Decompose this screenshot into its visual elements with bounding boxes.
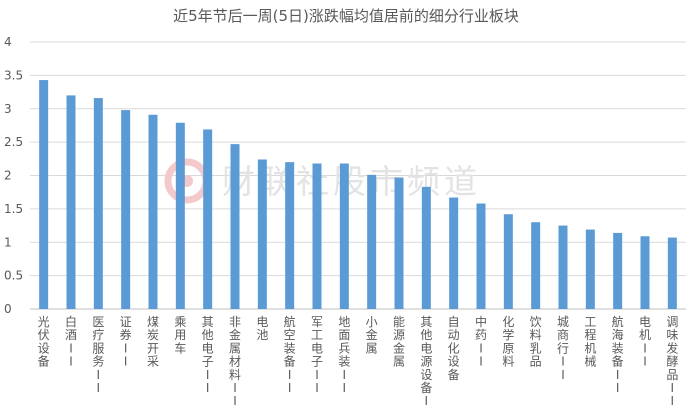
x-tick-label: 中药 I I: [475, 314, 487, 369]
bar: [558, 225, 568, 309]
x-tick-label: 电池: [256, 315, 268, 342]
cls-logo-icon: [164, 158, 210, 204]
y-tick-label: 3.5: [4, 68, 23, 82]
bar: [585, 229, 595, 309]
x-tick-label: 煤炭开采: [147, 315, 159, 369]
bar: [203, 129, 213, 309]
bar: [39, 80, 49, 309]
x-tick-label: 地面兵装 I I: [338, 315, 350, 395]
y-tick-label: 1.5: [4, 202, 23, 216]
bars: [39, 80, 677, 310]
y-axis-ticks: 0 0.5 1 1.5 2 2.5 3 3.5 4: [4, 35, 23, 316]
x-tick-label: 调味发酵品 I I: [666, 315, 678, 408]
y-tick-label: 2: [4, 169, 12, 183]
watermark: 财联社股市频道: [164, 158, 477, 204]
chart-title: 近5年节后一周(5日)涨跌幅均值居前的细分行业板块: [173, 7, 519, 25]
x-tick-label: 电机 I I: [639, 315, 651, 369]
x-tick-label: 自动化设备: [448, 315, 460, 382]
bar: [367, 174, 377, 309]
bar: [339, 163, 349, 309]
gridlines: [30, 41, 686, 310]
x-tick-label: 小金属: [366, 315, 378, 355]
bar: [66, 95, 76, 310]
y-tick-label: 4: [4, 35, 12, 49]
bar: [667, 237, 677, 309]
bar: [476, 203, 486, 309]
x-tick-label: 非金属材料 I I: [229, 315, 241, 408]
bar: [421, 186, 431, 309]
y-tick-label: 3: [4, 102, 12, 116]
bar: [531, 222, 541, 309]
x-tick-label: 饮料乳品: [530, 315, 542, 369]
bar: [121, 110, 131, 310]
y-tick-label: 2.5: [4, 135, 23, 149]
x-tick-label: 航海装备 I I: [612, 314, 624, 395]
x-tick-label: 航空装备 I I: [284, 314, 296, 395]
x-tick-label: 城商行 I I: [557, 315, 569, 382]
x-tick-label: 光伏设备: [38, 315, 50, 369]
x-tick-label: 其他电源设备II: [420, 315, 432, 409]
bar: [175, 122, 185, 309]
bar: [640, 236, 650, 309]
y-tick-label: 0: [4, 302, 12, 316]
x-tick-label: 军工电子 I I: [311, 315, 323, 395]
bar: [257, 159, 267, 309]
x-tick-label: 白酒 I I: [65, 314, 77, 369]
bar: [312, 163, 322, 309]
x-axis-labels: 光伏设备 白酒 I I 医疗服务 I I 证券 I I 煤炭开采 乘用车 其他电子 I I 非金属材料 I I 电池…: [38, 314, 679, 409]
y-tick-label: 1: [4, 235, 12, 249]
x-tick-label: 化学原料: [502, 315, 514, 369]
bar: [93, 98, 103, 309]
x-tick-label: 其他电子 I I: [202, 315, 214, 395]
bar: [285, 162, 295, 309]
bar: [394, 177, 404, 309]
bar: [449, 197, 459, 309]
bar: [613, 232, 623, 309]
bar: [148, 114, 158, 309]
bar: [230, 144, 240, 309]
x-tick-label: 能源金属: [393, 315, 405, 369]
x-tick-label: 证券 I I: [120, 315, 132, 369]
y-tick-label: 0.5: [4, 269, 23, 283]
x-tick-label: 乘用车: [174, 315, 186, 355]
x-tick-label: 工程机械: [584, 315, 596, 369]
x-tick-label: 医疗服务 I I: [92, 315, 104, 395]
bar: [503, 214, 513, 309]
